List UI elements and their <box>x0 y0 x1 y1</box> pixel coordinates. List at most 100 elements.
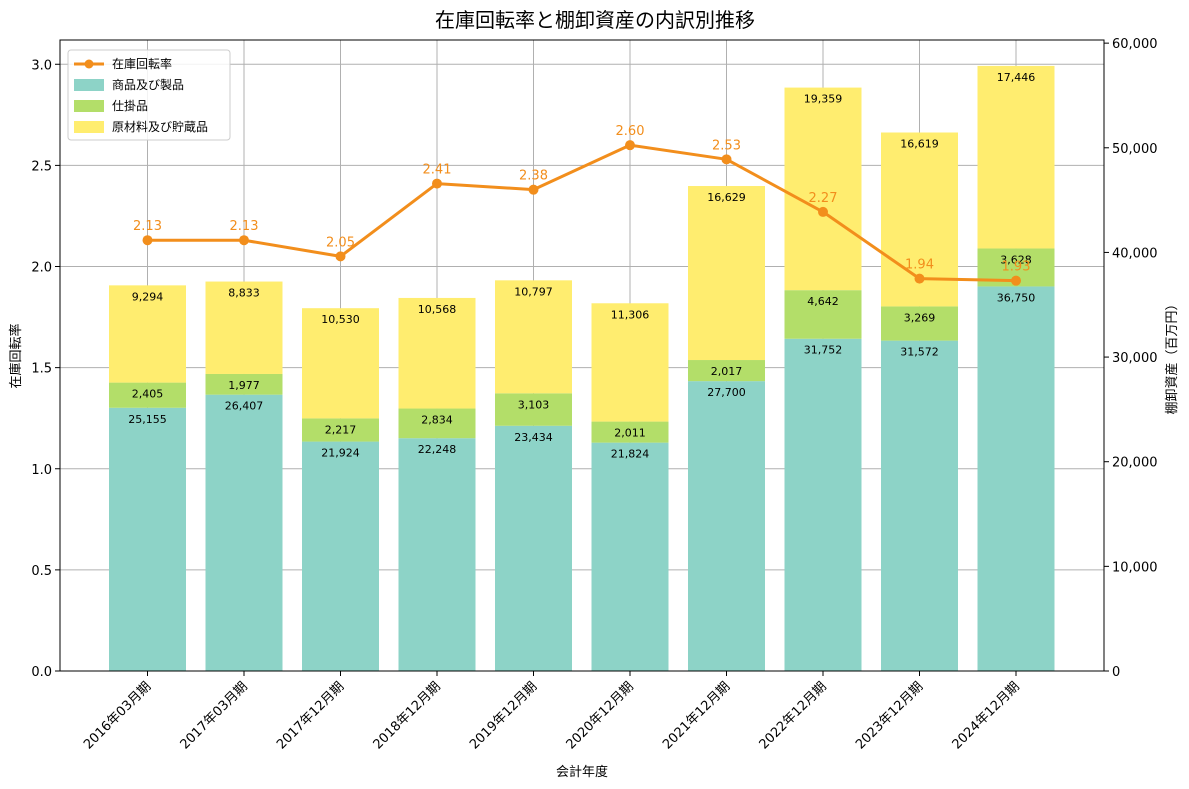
bar-segment <box>881 306 958 341</box>
turnover-point <box>625 140 635 151</box>
y-left-tick-label: 1.0 <box>31 463 52 478</box>
bar-segment <box>881 340 958 671</box>
bar-value-label: 2,834 <box>421 414 453 427</box>
legend-entry-label: 原材料及び貯蔵品 <box>112 120 208 134</box>
plot-frame <box>59 39 1105 672</box>
x-tick-label: 2023年12月期 <box>853 679 926 752</box>
bar-segment <box>688 360 765 382</box>
bar-segment <box>495 393 572 426</box>
y-axis-left-label: 在庫回転率 <box>8 323 24 388</box>
bar-segment <box>688 381 765 671</box>
bar-value-label: 2,017 <box>711 365 743 378</box>
bar-segment <box>302 441 379 671</box>
bar-value-label: 10,797 <box>514 285 553 298</box>
turnover-point <box>335 251 346 262</box>
bar-segment <box>205 373 283 395</box>
y-right-tick-label: 60,000 <box>1112 37 1158 52</box>
y-left-tick-label: 2.0 <box>31 261 52 276</box>
turnover-point <box>914 273 925 284</box>
left-axis-ticks: 0.0 0.5 1.0 1.5 2.0 2.5 3.0 <box>31 58 60 680</box>
bar-segment-labels: 25,155 2,405 9,294 26,407 1,977 8,833 21,924 2,… <box>128 71 1035 461</box>
bar-value-label: 10,568 <box>418 303 457 316</box>
legend-swatch <box>74 121 104 133</box>
y-left-tick-label: 0.5 <box>31 564 52 579</box>
x-tick-label: 2017年03月期 <box>178 679 251 752</box>
bar-segment <box>591 421 669 443</box>
x-tick-label: 2020年12月期 <box>564 679 637 752</box>
bar-segment <box>302 418 379 442</box>
bar-segment <box>205 394 283 671</box>
bar-segment <box>784 338 862 671</box>
bar-segment <box>109 285 186 383</box>
turnover-value-label: 2.05 <box>326 235 355 250</box>
bar-value-label: 3,103 <box>518 398 550 411</box>
y-left-tick-label: 1.5 <box>31 362 52 377</box>
turnover-point <box>142 235 153 246</box>
bar-value-label: 11,306 <box>611 308 650 321</box>
turnover-point <box>1011 275 1021 286</box>
bar-segment <box>109 382 186 408</box>
bar-segment <box>302 308 379 419</box>
bar-value-label: 17,446 <box>997 71 1036 84</box>
turnover-line-path <box>147 143 1017 283</box>
y-right-tick-label: 40,000 <box>1112 246 1158 261</box>
bar-segment <box>591 442 669 671</box>
x-tick-label: 2019年12月期 <box>467 679 540 752</box>
legend-marker <box>84 59 94 69</box>
bar-value-label: 9,294 <box>132 290 164 303</box>
bar-value-label: 23,434 <box>514 431 553 444</box>
y-right-tick-label: 20,000 <box>1112 456 1158 471</box>
bar-value-label: 22,248 <box>418 443 457 456</box>
x-tick-label: 2021年12月期 <box>660 679 733 752</box>
legend-entry-label: 仕掛品 <box>112 98 148 113</box>
bar-value-label: 21,824 <box>611 448 650 461</box>
y-right-tick-label: 50,000 <box>1112 142 1158 157</box>
turnover-point <box>721 154 732 165</box>
legend-entry-label: 在庫回転率 <box>112 56 172 71</box>
bar-value-label: 16,619 <box>900 138 939 151</box>
y-left-tick-label: 2.5 <box>31 159 52 174</box>
turnover-value-label: 2.41 <box>423 163 452 178</box>
legend-swatch <box>74 100 104 112</box>
bar-value-label: 10,530 <box>321 313 360 326</box>
bar-value-label: 27,700 <box>707 386 746 399</box>
bar-value-label: 26,407 <box>225 400 264 413</box>
bar-value-label: 2,405 <box>132 388 164 401</box>
bar-segment <box>398 438 476 671</box>
bar-segment <box>784 87 862 291</box>
bar-segment <box>398 408 476 439</box>
turnover-value-label: 2.13 <box>133 219 162 234</box>
legend-swatch <box>74 79 104 91</box>
bar-value-label: 2,217 <box>325 423 357 436</box>
bar-value-label: 31,752 <box>804 344 843 357</box>
stacked-bars <box>109 65 1055 671</box>
bar-segment <box>591 303 669 422</box>
bar-value-label: 19,359 <box>804 93 843 106</box>
y-right-tick-label: 30,000 <box>1112 351 1158 366</box>
turnover-value-label: 2.53 <box>712 138 741 153</box>
turnover-point <box>528 184 539 195</box>
bar-value-label: 31,572 <box>900 346 939 359</box>
legend-box <box>67 49 231 141</box>
bar-segment <box>784 290 862 339</box>
bar-value-label: 25,155 <box>128 413 167 426</box>
x-tick-label: 2017年12月期 <box>274 679 347 752</box>
turnover-value-label: 2.60 <box>616 124 645 139</box>
bar-value-label: 3,269 <box>904 311 936 324</box>
x-axis-label: 会計年度 <box>556 764 608 780</box>
turnover-value-label: 1.94 <box>905 258 934 273</box>
bar-segment <box>109 407 186 671</box>
bar-value-label: 21,924 <box>321 447 360 460</box>
y-right-tick-label: 10,000 <box>1112 560 1158 575</box>
bar-segment <box>495 280 572 394</box>
y-left-tick-label: 3.0 <box>31 58 52 73</box>
x-axis-ticks: 2016年03月期 2017年03月期 2017年12月期 2018年12月期 2019… <box>81 671 1023 753</box>
bar-segment <box>398 297 476 409</box>
bar-value-label: 36,750 <box>997 291 1036 304</box>
x-tick-label: 2024年12月期 <box>950 679 1023 752</box>
bar-value-label: 1,977 <box>228 379 260 392</box>
bar-value-label: 2,011 <box>614 427 646 440</box>
bar-segment <box>977 286 1055 671</box>
